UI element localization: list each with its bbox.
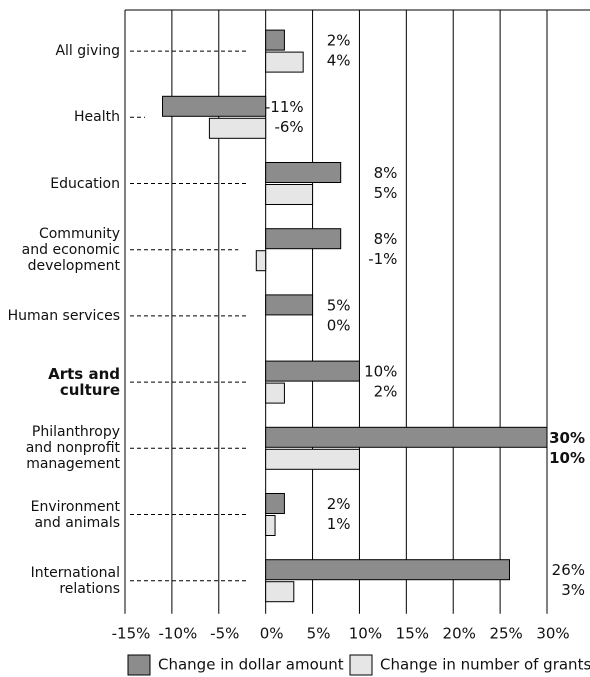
- value-label: 0%: [327, 316, 351, 334]
- bar: [265, 559, 510, 581]
- x-tick-label: 0%: [260, 624, 284, 642]
- category-label: All giving: [55, 43, 120, 60]
- bar: [265, 162, 342, 183]
- category-label: Education: [50, 175, 120, 192]
- bar: [265, 493, 285, 514]
- bar: [265, 382, 285, 404]
- bar: [265, 51, 304, 73]
- legend-label: Change in dollar amount: [158, 656, 344, 674]
- bar: [265, 228, 342, 250]
- bar: [255, 250, 267, 272]
- bar: [265, 448, 360, 470]
- x-tick-label: -15%: [112, 624, 151, 642]
- value-label: 5%: [374, 184, 398, 202]
- category-label: Philanthropy and nonprofit management: [25, 424, 120, 473]
- category-label: Human services: [7, 307, 120, 324]
- x-tick-label: 15%: [396, 624, 429, 642]
- category-label: Arts and culture: [48, 365, 120, 400]
- category-label: International relations: [30, 564, 120, 597]
- value-label: 2%: [374, 383, 398, 401]
- value-label: -11%: [265, 98, 304, 116]
- x-tick-label: -5%: [210, 624, 239, 642]
- bar: [265, 515, 276, 536]
- value-label: 3%: [561, 581, 585, 599]
- bar: [208, 117, 267, 139]
- bar: [265, 29, 285, 51]
- value-label: -6%: [274, 118, 303, 136]
- value-label: 26%: [552, 561, 585, 579]
- bar: [162, 95, 267, 117]
- bar: [265, 184, 314, 205]
- value-label: 5%: [327, 296, 351, 314]
- legend-label: Change in number of grants: [380, 656, 590, 674]
- x-tick-label: 20%: [443, 624, 476, 642]
- bar: [265, 581, 295, 603]
- value-label: -1%: [368, 250, 397, 268]
- bar: [265, 294, 314, 316]
- value-label: 1%: [327, 515, 351, 533]
- x-tick-label: 30%: [536, 624, 569, 642]
- bar: [265, 426, 548, 448]
- value-label: 30%: [549, 429, 585, 447]
- x-tick-label: 25%: [489, 624, 522, 642]
- category-label: Community and economic development: [21, 225, 120, 274]
- value-label: 4%: [327, 52, 351, 70]
- bar: [265, 360, 360, 382]
- value-label: 2%: [327, 495, 351, 513]
- value-label: 10%: [549, 449, 585, 467]
- legend-swatch: [349, 654, 373, 676]
- category-label: Health: [74, 109, 120, 126]
- legend-swatch: [127, 654, 151, 676]
- value-label: 10%: [364, 363, 397, 381]
- value-label: 8%: [374, 164, 398, 182]
- x-tick-label: 10%: [349, 624, 382, 642]
- category-label: Environment and animals: [30, 498, 120, 531]
- value-label: 2%: [327, 32, 351, 50]
- x-tick-label: -10%: [159, 624, 198, 642]
- value-label: 8%: [374, 230, 398, 248]
- x-tick-label: 5%: [307, 624, 331, 642]
